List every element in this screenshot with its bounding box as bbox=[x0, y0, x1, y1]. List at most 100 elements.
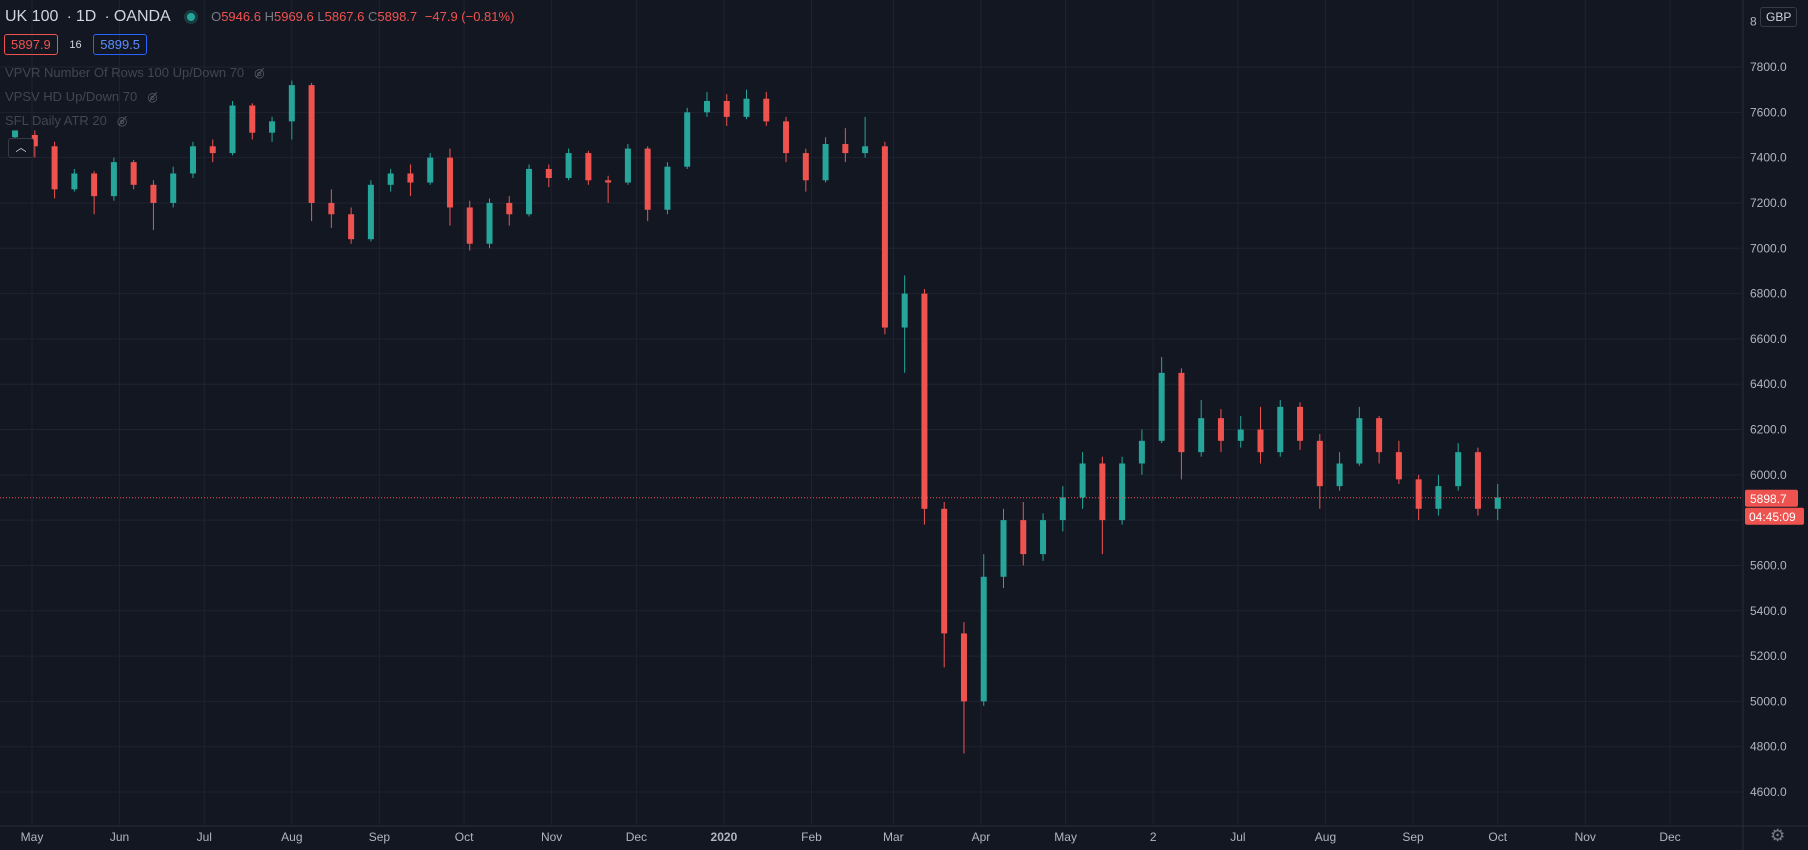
time-tick-label: Nov bbox=[1575, 830, 1596, 844]
candle-body bbox=[684, 112, 691, 167]
candle-body bbox=[980, 576, 987, 702]
interval-label[interactable]: 1D bbox=[75, 8, 97, 25]
time-tick-label: Jul bbox=[197, 830, 212, 844]
candle-body bbox=[130, 162, 137, 185]
candle-body bbox=[703, 100, 710, 113]
candle-body bbox=[209, 146, 216, 154]
indicator-label: VPSV HD Up/Down 70 bbox=[5, 89, 138, 104]
ohlc-values: O5946.6 H5969.6 L5867.6 C5898.7 bbox=[211, 9, 421, 24]
candle-body bbox=[802, 153, 809, 181]
candle-body bbox=[1356, 418, 1363, 464]
time-tick-label: Aug bbox=[281, 830, 302, 844]
candle-body bbox=[506, 202, 513, 215]
candle-body bbox=[585, 153, 592, 181]
time-tick-label: Sep bbox=[1402, 830, 1424, 844]
time-tick-label: Dec bbox=[626, 830, 647, 844]
price-tick-label: 5000.0 bbox=[1750, 694, 1787, 708]
currency-button[interactable]: GBP bbox=[1760, 7, 1798, 27]
symbol-legend: UK 100 · 1D · OANDA O5946.6 H5969.6 L586… bbox=[5, 8, 515, 25]
sell-button[interactable]: 5897.9 bbox=[4, 34, 58, 55]
price-label-bg bbox=[1745, 489, 1798, 507]
candle-body bbox=[1020, 520, 1027, 555]
candle-body bbox=[743, 98, 750, 117]
candle-body bbox=[565, 153, 572, 179]
time-axis[interactable]: May Jun Jul Aug Sep Oct Nov Dec 2020 Feb Mar Apr May… bbox=[21, 830, 1681, 844]
time-tick-label: Apr bbox=[972, 830, 991, 844]
candle-body bbox=[526, 168, 533, 215]
price-tick-label: 7200.0 bbox=[1750, 196, 1787, 210]
candle-body bbox=[486, 202, 493, 244]
candle-body bbox=[31, 134, 38, 147]
candle-body bbox=[407, 173, 414, 183]
candle-body bbox=[545, 168, 552, 179]
candle-body bbox=[941, 508, 948, 634]
time-tick-label: Dec bbox=[1659, 830, 1680, 844]
time-tick-label: May bbox=[1054, 830, 1077, 844]
time-tick-label: Oct bbox=[455, 830, 474, 844]
candle-body bbox=[427, 157, 434, 183]
candle-series bbox=[12, 80, 1501, 754]
candle-body bbox=[1059, 497, 1066, 521]
indicator-vpvr[interactable]: VPVR Number Of Rows 100 Up/Down 70 ◎̸ bbox=[5, 65, 265, 80]
time-tick-label: Jun bbox=[110, 830, 129, 844]
candle-body bbox=[367, 184, 374, 240]
eye-off-icon[interactable]: ◎̸ bbox=[147, 90, 158, 104]
time-tick-label: Sep bbox=[369, 830, 391, 844]
candle-body bbox=[1297, 406, 1304, 441]
candle-body bbox=[446, 157, 453, 208]
candle-body bbox=[763, 98, 770, 122]
indicator-vpsv[interactable]: VPSV HD Up/Down 70 ◎̸ bbox=[5, 89, 158, 104]
low-value: 5867.6 bbox=[324, 9, 365, 24]
price-tick-label: 7800.0 bbox=[1750, 60, 1787, 74]
collapse-legend-button[interactable]: ︿ bbox=[8, 138, 34, 158]
countdown-bg bbox=[1745, 507, 1804, 525]
candle-body bbox=[644, 148, 651, 210]
buy-button[interactable]: 5899.5 bbox=[93, 34, 148, 55]
candle-body bbox=[1217, 418, 1224, 441]
price-tick-label: 5200.0 bbox=[1750, 649, 1787, 663]
candle-body bbox=[1277, 406, 1284, 453]
candle-body bbox=[170, 173, 177, 203]
candle-body bbox=[1178, 372, 1185, 453]
candle-body bbox=[1376, 418, 1383, 453]
chevron-up-icon: ︿ bbox=[15, 142, 27, 154]
candle-body bbox=[229, 105, 236, 154]
gear-icon[interactable]: ⚙ bbox=[1770, 826, 1786, 845]
close-label: C bbox=[368, 9, 378, 24]
candle-body bbox=[723, 100, 730, 117]
indicator-label: VPVR Number Of Rows 100 Up/Down 70 bbox=[5, 65, 245, 80]
candle-body bbox=[664, 166, 671, 210]
candle-body bbox=[110, 162, 117, 197]
candle-body bbox=[1138, 440, 1145, 464]
eye-off-icon[interactable]: ◎̸ bbox=[254, 66, 265, 80]
candle-body bbox=[1415, 479, 1422, 509]
time-tick-label: Jul bbox=[1230, 830, 1245, 844]
candle-body bbox=[1040, 520, 1047, 555]
candle-body bbox=[1435, 486, 1442, 509]
candle-body bbox=[605, 180, 612, 183]
price-tick-label: 4800.0 bbox=[1750, 740, 1787, 754]
low-label: L bbox=[317, 9, 325, 24]
spread-value: 16 bbox=[69, 38, 82, 51]
time-tick-label: Aug bbox=[1315, 830, 1336, 844]
candle-body bbox=[1336, 463, 1343, 487]
price-tick-label: 6000.0 bbox=[1750, 468, 1787, 482]
price-tick-label: 6200.0 bbox=[1750, 423, 1787, 437]
candle-body bbox=[1158, 372, 1165, 441]
change-value: −47.9 (−0.81%) bbox=[424, 9, 515, 24]
candle-body bbox=[1494, 497, 1501, 509]
eye-off-icon[interactable]: ◎̸ bbox=[116, 114, 128, 128]
high-value: 5969.6 bbox=[273, 9, 314, 24]
candle-body bbox=[1474, 452, 1481, 509]
candle-body bbox=[783, 121, 790, 154]
indicator-atr[interactable]: SFL Daily ATR 20 ◎̸ bbox=[5, 113, 127, 128]
last-price-label: 5898.7 bbox=[1750, 492, 1787, 506]
price-tick-label: 6800.0 bbox=[1750, 287, 1787, 301]
symbol-name[interactable]: UK 100 bbox=[5, 8, 59, 25]
price-axis[interactable]: 4600.04800.05000.05200.05400.05600.05800… bbox=[1745, 15, 1804, 799]
open-value: 5946.6 bbox=[221, 9, 261, 24]
candle-body bbox=[822, 144, 829, 181]
candle-body bbox=[269, 121, 276, 133]
